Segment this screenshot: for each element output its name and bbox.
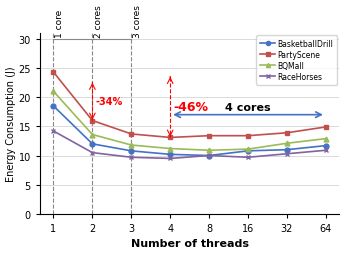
Text: 2 cores: 2 cores	[94, 5, 103, 38]
Line: RaceHorses: RaceHorses	[51, 129, 328, 161]
BQMall	[285, 142, 289, 145]
PartyScene	[246, 135, 250, 138]
PartyScene	[129, 133, 134, 136]
PartyScene	[90, 120, 95, 123]
BasketballDrill	[90, 143, 95, 146]
Line: PartyScene: PartyScene	[51, 70, 328, 140]
Text: 1 core: 1 core	[55, 10, 64, 38]
BasketballDrill	[51, 105, 56, 108]
BQMall	[324, 137, 328, 140]
BQMall	[207, 149, 211, 152]
PartyScene	[168, 136, 172, 139]
Text: 3 cores: 3 cores	[132, 5, 142, 38]
BQMall	[51, 90, 56, 93]
PartyScene	[207, 135, 211, 138]
PartyScene	[324, 126, 328, 129]
PartyScene	[285, 132, 289, 135]
RaceHorses	[90, 151, 95, 154]
Line: BasketballDrill: BasketballDrill	[51, 104, 328, 158]
BQMall	[90, 133, 95, 136]
RaceHorses	[51, 130, 56, 133]
BasketballDrill	[207, 154, 211, 157]
BQMall	[246, 148, 250, 151]
BasketballDrill	[246, 150, 250, 153]
Line: BQMall: BQMall	[51, 90, 328, 153]
RaceHorses	[285, 153, 289, 156]
PartyScene	[51, 71, 56, 74]
Legend: BasketballDrill, PartyScene, BQMall, RaceHorses: BasketballDrill, PartyScene, BQMall, Rac…	[256, 36, 337, 85]
BasketballDrill	[129, 150, 134, 153]
BasketballDrill	[168, 153, 172, 156]
Y-axis label: Energy Consumption (J): Energy Consumption (J)	[6, 66, 16, 182]
RaceHorses	[168, 157, 172, 160]
X-axis label: Number of threads: Number of threads	[131, 239, 249, 248]
RaceHorses	[129, 156, 134, 159]
BasketballDrill	[324, 145, 328, 148]
Text: 4 cores: 4 cores	[225, 102, 271, 112]
Text: -34%: -34%	[96, 97, 123, 107]
Text: -46%: -46%	[173, 101, 208, 114]
BasketballDrill	[285, 149, 289, 152]
BQMall	[168, 147, 172, 150]
RaceHorses	[207, 154, 211, 157]
RaceHorses	[324, 149, 328, 152]
RaceHorses	[246, 156, 250, 159]
BQMall	[129, 144, 134, 147]
